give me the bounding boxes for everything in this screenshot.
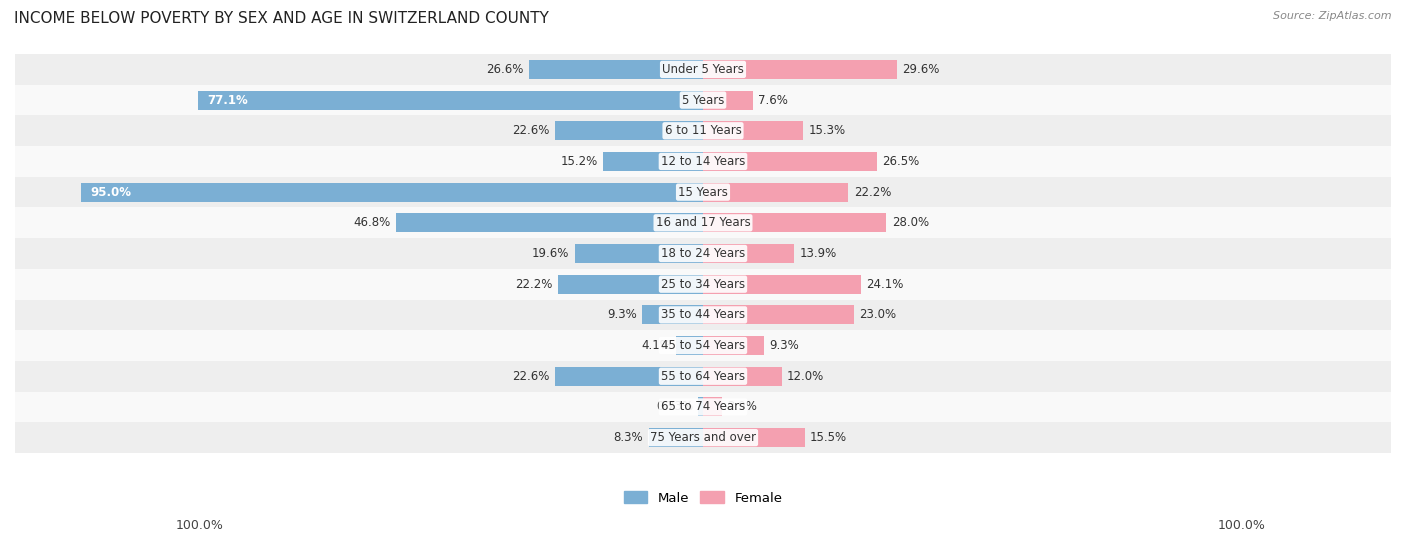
Bar [15,269,1391,300]
Bar [15,392,1391,422]
Text: 26.6%: 26.6% [486,63,523,76]
Text: 9.3%: 9.3% [769,339,799,352]
Text: 0.73%: 0.73% [655,401,693,413]
Bar [529,60,703,79]
Bar [15,85,1391,116]
Text: 15 Years: 15 Years [678,186,728,199]
Text: 5 Years: 5 Years [682,94,724,107]
Bar [703,182,848,201]
Bar [676,336,703,355]
Text: 77.1%: 77.1% [208,94,249,107]
Text: 22.6%: 22.6% [512,370,550,383]
Bar [15,208,1391,238]
Bar [703,275,860,294]
Bar [15,146,1391,177]
Text: 13.9%: 13.9% [800,247,837,260]
Bar [15,422,1391,453]
Text: 7.6%: 7.6% [758,94,787,107]
Bar [703,367,782,386]
Bar [396,213,703,232]
Bar [575,244,703,263]
Text: INCOME BELOW POVERTY BY SEX AND AGE IN SWITZERLAND COUNTY: INCOME BELOW POVERTY BY SEX AND AGE IN S… [14,11,548,26]
Text: 45 to 54 Years: 45 to 54 Years [661,339,745,352]
Text: 16 and 17 Years: 16 and 17 Years [655,217,751,229]
Text: 25 to 34 Years: 25 to 34 Years [661,278,745,291]
Bar [15,330,1391,361]
Bar [15,54,1391,85]
Text: 26.5%: 26.5% [882,155,920,168]
Bar [555,121,703,140]
Bar [80,182,703,201]
Text: 29.6%: 29.6% [903,63,939,76]
Text: 24.1%: 24.1% [866,278,904,291]
Bar [15,300,1391,330]
Text: 2.9%: 2.9% [727,401,756,413]
Bar [703,397,723,416]
Text: 22.2%: 22.2% [853,186,891,199]
Text: 8.3%: 8.3% [614,431,644,444]
Text: 23.0%: 23.0% [859,309,896,321]
Bar [555,367,703,386]
Text: 15.2%: 15.2% [561,155,598,168]
Bar [558,275,703,294]
Text: 55 to 64 Years: 55 to 64 Years [661,370,745,383]
Bar [15,177,1391,208]
Bar [643,305,703,324]
Bar [703,121,803,140]
Bar [703,244,794,263]
Text: 6 to 11 Years: 6 to 11 Years [665,124,741,137]
Text: 18 to 24 Years: 18 to 24 Years [661,247,745,260]
Text: 9.3%: 9.3% [607,309,637,321]
Bar [15,238,1391,269]
Text: 35 to 44 Years: 35 to 44 Years [661,309,745,321]
Bar [603,152,703,171]
Bar [703,90,752,109]
Bar [699,397,703,416]
Legend: Male, Female: Male, Female [619,486,787,510]
Text: 22.6%: 22.6% [512,124,550,137]
Text: Source: ZipAtlas.com: Source: ZipAtlas.com [1274,11,1392,21]
Bar [15,116,1391,146]
Bar [703,428,804,447]
Text: 28.0%: 28.0% [891,217,929,229]
Text: 12.0%: 12.0% [787,370,824,383]
Bar [15,361,1391,392]
Text: 100.0%: 100.0% [1218,519,1265,532]
Text: 75 Years and over: 75 Years and over [650,431,756,444]
Text: 4.1%: 4.1% [641,339,671,352]
Bar [703,213,886,232]
Text: 100.0%: 100.0% [176,519,224,532]
Text: 65 to 74 Years: 65 to 74 Years [661,401,745,413]
Text: 15.5%: 15.5% [810,431,846,444]
Bar [703,152,876,171]
Text: 15.3%: 15.3% [808,124,845,137]
Bar [703,336,763,355]
Text: 46.8%: 46.8% [354,217,391,229]
Text: Under 5 Years: Under 5 Years [662,63,744,76]
Bar [703,60,897,79]
Text: 19.6%: 19.6% [531,247,569,260]
Bar [198,90,703,109]
Text: 22.2%: 22.2% [515,278,553,291]
Text: 95.0%: 95.0% [90,186,131,199]
Text: 12 to 14 Years: 12 to 14 Years [661,155,745,168]
Bar [648,428,703,447]
Bar [703,305,853,324]
